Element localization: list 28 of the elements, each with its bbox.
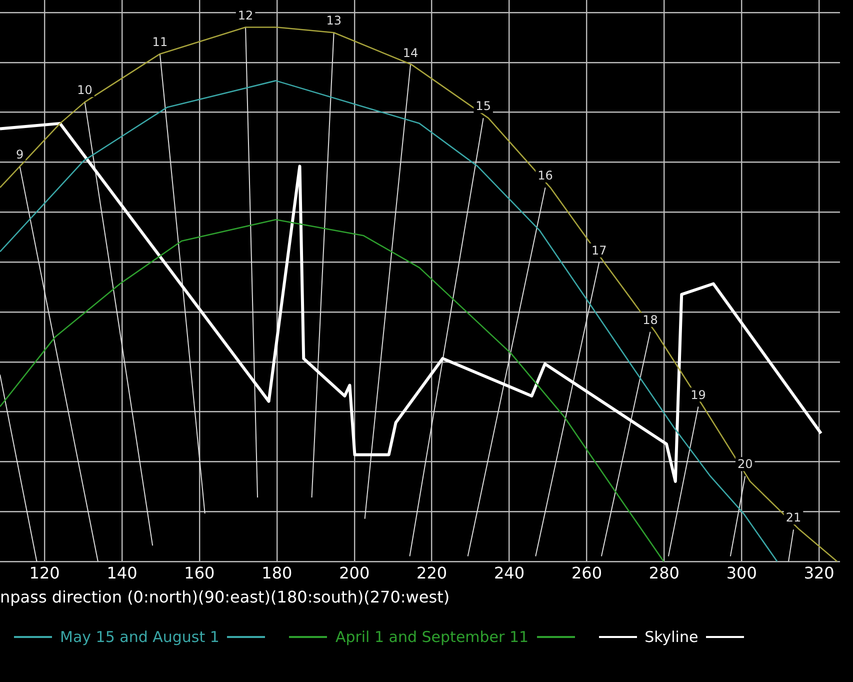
legend-label: Skyline (644, 628, 698, 646)
annotation: 11 (152, 35, 168, 50)
x-tick-label: 120 (29, 563, 60, 582)
x-tick-label: 280 (648, 563, 680, 582)
annotation: 21 (786, 510, 802, 525)
x-tick-label: 260 (571, 563, 602, 582)
annotation: 17 (591, 243, 607, 258)
x-tick-label: 160 (184, 563, 215, 582)
annotation: 19 (690, 388, 706, 402)
x-tick-label: 180 (262, 563, 292, 582)
x-axis-title: npass direction (0:north)(90:east)(180:south)(270:west) (0, 588, 450, 607)
x-tick-label: 220 (416, 563, 448, 582)
annotation: 9 (16, 147, 24, 162)
annotation: 15 (476, 99, 491, 114)
legend-label: May 15 and August 1 (60, 628, 220, 646)
x-tick-label: 300 (726, 563, 757, 582)
x-tick-label: 140 (106, 563, 138, 582)
x-tick-label: 320 (804, 563, 834, 582)
annotation: 20 (737, 457, 753, 472)
annotation: 12 (238, 8, 254, 22)
x-tick-label: 240 (494, 563, 525, 582)
annotation: 10 (77, 83, 92, 98)
annotation: 18 (642, 312, 658, 327)
legend-label: April 1 and September 11 (335, 628, 529, 646)
annotation: 13 (326, 14, 342, 28)
annotation: 16 (538, 168, 553, 183)
annotation: 14 (402, 46, 418, 60)
x-tick-label: 200 (339, 563, 370, 582)
